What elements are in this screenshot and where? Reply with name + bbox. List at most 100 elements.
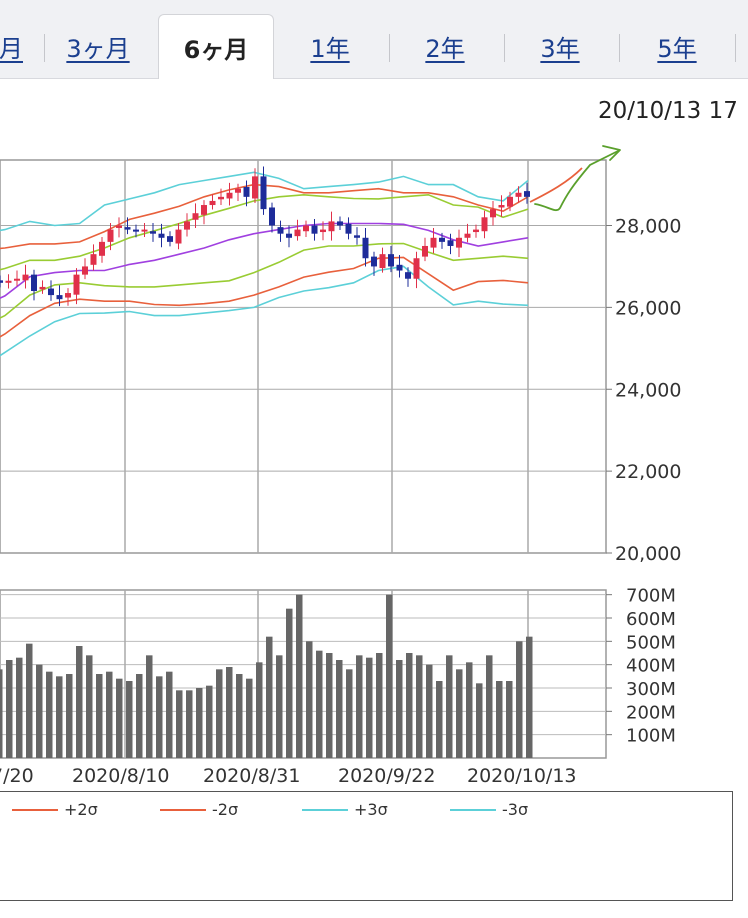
volume-tick-label: 400M [626,656,676,677]
volume-bar [16,657,23,758]
candle-body [133,229,139,232]
legend-swatch [450,808,496,811]
price-volume-chart: 28,000 26,000 24,000 22,000 20,000 700M600M50… [0,145,681,787]
volume-bar [186,690,193,758]
legend-label: +2σ [64,800,98,819]
tab-separator [504,34,505,62]
candle-body [507,196,513,207]
candle-body [0,280,3,283]
volume-tick-label: 600M [626,609,676,630]
volume-bar [136,674,143,758]
tab-2-years[interactable]: 2年 [425,34,465,63]
candle-body [158,233,165,238]
tab-3-years[interactable]: 3年 [540,34,580,63]
price-tick-label: 26,000 [615,297,681,319]
volume-bar [266,636,273,758]
legend-label: -2σ [212,800,239,819]
forecast-annotation [529,145,621,212]
candle-body [354,235,360,238]
volume-bar [276,655,283,758]
candle-body [209,200,216,206]
price-tick-label: 24,000 [615,379,681,401]
volume-bar [486,655,493,758]
candle-body [413,258,420,279]
candle-body [311,225,318,234]
volume-bar [516,641,523,758]
candle-body [243,187,250,197]
legend-label: -3σ [502,800,529,819]
candle-body [269,207,275,226]
tab-1-month[interactable]: 月 [0,34,23,63]
volume-bar [426,664,433,758]
volume-bar [496,681,503,758]
candle-body [5,280,12,283]
band-+3σ [0,171,529,232]
candle-body [524,191,530,197]
candle-body [328,221,335,232]
tab-separator [735,34,736,62]
volume-bar [236,674,243,758]
volume-bar [326,653,333,758]
volume-bar [6,660,13,758]
tab-1-year[interactable]: 1年 [310,34,350,63]
candle-body [141,229,148,232]
candle-body [337,221,343,226]
candle-body [56,295,63,300]
volume-panel-frame [0,589,607,759]
candlesticks [0,166,530,307]
volume-bar [96,674,103,758]
candle-body [345,223,352,234]
legend-item-plus2sigma: +2σ [12,800,98,819]
candle-body [192,213,199,220]
legend-item-plus3sigma: +3σ [302,800,388,819]
volume-bar [456,669,463,758]
legend-swatch [12,808,58,811]
volume-bar [216,669,223,758]
tab-6-months[interactable]: 6ヶ月 [158,14,274,79]
volume-bar [56,676,63,758]
volume-bar [116,678,123,758]
volume-bar [46,671,53,758]
price-tick-label: 22,000 [615,461,681,483]
volume-bar [356,655,363,758]
date-tick-label: 2020/9/22 [338,765,435,787]
candle-body [107,229,114,242]
date-tick-label: 2020/8/31 [203,765,300,787]
volume-bar [416,655,423,758]
volume-bar [376,653,383,758]
forecast-arrow-head [602,145,621,161]
candle-body [167,236,173,242]
candle-body [99,241,105,256]
volume-tick-label: 100M [626,726,676,747]
candle-body [294,229,301,237]
volume-bar [206,685,213,758]
volume-bar [106,671,113,758]
candle-body [515,192,522,197]
candle-body [22,274,29,281]
candle-body [473,229,479,233]
volume-bar [66,674,73,758]
candle-body [464,233,471,238]
volume-bar [246,678,253,758]
candle-body [235,188,241,193]
candle-body [226,192,233,199]
volume-bar [26,643,33,758]
band-+1σ [0,193,529,271]
volume-bar [446,655,453,758]
candle-body [430,237,437,248]
volume-bar [526,636,533,758]
candle-body [498,205,505,208]
legend-item-minus2sigma: -2σ [160,800,238,819]
candle-body [405,272,411,279]
candle-body [73,274,80,295]
price-tick-label: 28,000 [615,216,681,238]
tab-5-years[interactable]: 5年 [657,34,697,63]
candle-body [379,254,386,269]
volume-bar [476,683,483,758]
volume-bar [366,657,373,758]
legend-swatch [160,808,206,811]
volume-bar [146,655,153,758]
tab-3-months[interactable]: 3ヶ月 [66,34,130,63]
volume-tick-label: 200M [626,702,676,723]
volume-bar [396,660,403,758]
